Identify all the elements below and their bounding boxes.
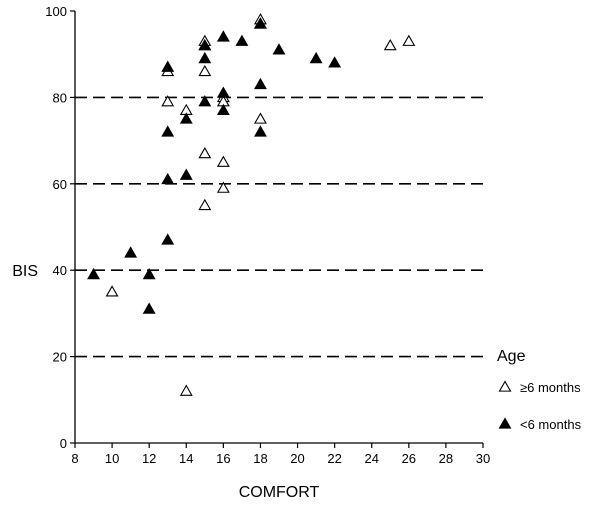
x-tick-label: 14 xyxy=(179,451,193,466)
data-point-under-6-months xyxy=(179,112,193,124)
data-point-under-6-months xyxy=(235,34,249,46)
data-point-6-months-or-more xyxy=(383,38,397,51)
data-point-under-6-months xyxy=(198,95,212,107)
data-point-under-6-months xyxy=(309,51,323,64)
x-tick-label: 18 xyxy=(253,451,267,466)
data-point-6-months-or-more xyxy=(198,146,212,159)
legend-marker xyxy=(498,417,512,429)
data-point-6-months-or-more xyxy=(179,384,193,396)
x-tick-label: 26 xyxy=(402,451,416,466)
data-point-under-6-months xyxy=(161,60,175,72)
x-tick-label: 12 xyxy=(142,451,156,466)
data-point-under-6-months xyxy=(216,103,230,116)
reference-lines xyxy=(75,96,483,358)
data-point-under-6-months xyxy=(254,77,267,90)
x-axis-title: COMFORT xyxy=(239,484,320,501)
data-point-under-6-months xyxy=(87,267,100,280)
x-tick-label: 8 xyxy=(71,451,78,466)
data-point-under-6-months xyxy=(161,172,175,185)
legend-label: <6 months xyxy=(520,417,582,432)
y-tick-label: 20 xyxy=(53,350,67,365)
data-point-under-6-months xyxy=(254,17,267,29)
data-point-under-6-months xyxy=(142,302,156,314)
data-point-6-months-or-more xyxy=(402,34,416,46)
x-tick-label: 16 xyxy=(216,451,230,466)
data-point-under-6-months xyxy=(161,233,175,245)
y-tick-label: 0 xyxy=(60,436,67,451)
data-point-6-months-or-more xyxy=(105,285,119,297)
data-point-under-6-months xyxy=(124,246,138,258)
data-point-under-6-months xyxy=(272,43,286,55)
data-point-6-months-or-more xyxy=(216,181,230,193)
legend-marker xyxy=(498,380,512,392)
x-tick-label: 24 xyxy=(364,451,378,466)
data-point-under-6-months xyxy=(198,51,212,64)
y-tick-label: 80 xyxy=(53,90,67,105)
axis-ticks: 8 10 12 14 16 18 20 22 24 26 28 30 0 20 40 60 80 100 xyxy=(45,4,490,466)
data-point-under-6-months xyxy=(198,38,212,51)
y-tick-label: 100 xyxy=(45,4,67,19)
data-point-under-6-months xyxy=(216,86,230,98)
data-markers xyxy=(87,13,416,396)
data-point-6-months-or-more xyxy=(198,64,212,77)
data-point-under-6-months xyxy=(179,168,193,180)
x-tick-label: 30 xyxy=(476,451,490,466)
legend-title: Age xyxy=(497,348,526,365)
data-point-under-6-months xyxy=(254,125,267,137)
data-point-6-months-or-more xyxy=(198,198,212,211)
data-point-under-6-months xyxy=(161,125,175,137)
data-point-6-months-or-more xyxy=(254,112,267,124)
data-point-6-months-or-more xyxy=(216,155,230,167)
y-axis-title: BIS xyxy=(12,263,38,280)
y-tick-label: 60 xyxy=(53,177,67,192)
x-tick-label: 10 xyxy=(105,451,119,466)
data-point-under-6-months xyxy=(142,267,156,280)
x-tick-label: 28 xyxy=(439,451,453,466)
x-tick-label: 22 xyxy=(327,451,341,466)
legend: Age ≥6 months <6 months xyxy=(497,348,582,432)
data-point-under-6-months xyxy=(328,56,342,68)
axes xyxy=(74,11,483,444)
data-point-under-6-months xyxy=(216,30,230,42)
data-point-6-months-or-more xyxy=(161,95,175,107)
legend-label: ≥6 months xyxy=(520,380,581,395)
y-tick-label: 40 xyxy=(53,263,67,278)
x-tick-label: 20 xyxy=(290,451,304,466)
